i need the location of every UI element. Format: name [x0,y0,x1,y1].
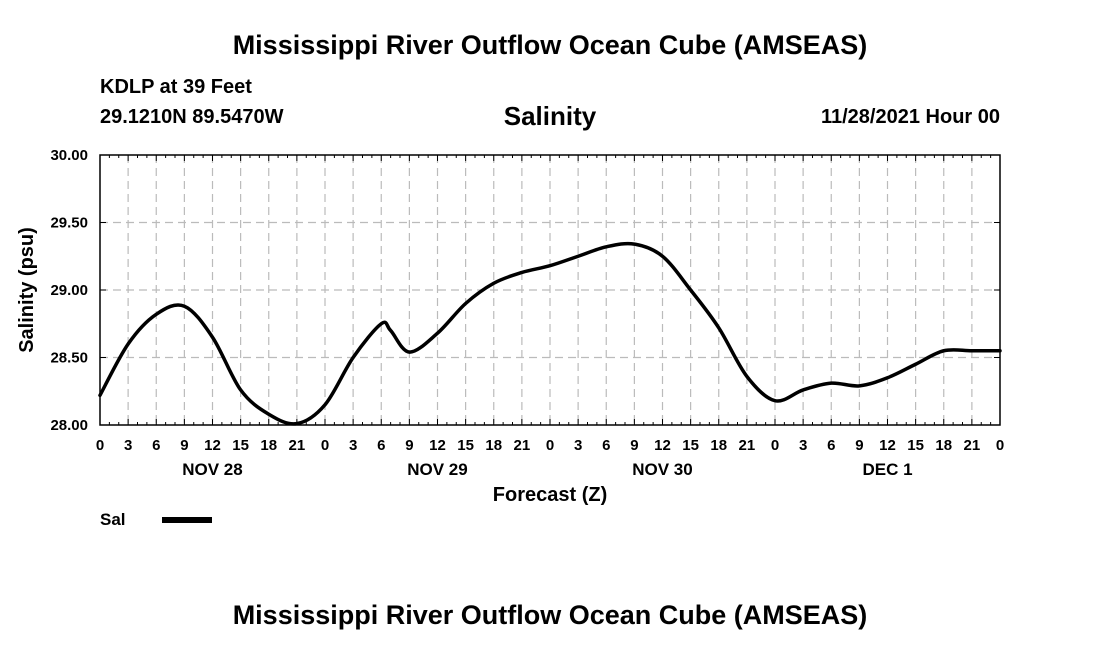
plot-frame [99,154,1001,426]
series-line-sal [98,241,1002,426]
x-tick-label: 6 [377,437,385,454]
x-tick-label: 6 [827,437,835,454]
x-tick-label: 15 [457,437,474,454]
x-tick-label: 18 [935,437,952,454]
salinity-chart: 0 3 6 9 12 15 18 21 0 3 6 9 12 15 18 21 0 3 6 9 12 15 18 21 0 3 6 9… [16,147,1004,506]
day-label: NOV 28 [182,460,242,479]
x-axis-label: Forecast (Z) [493,484,607,506]
x-tick-label: 21 [739,437,756,454]
x-tick-label: 12 [429,437,446,454]
day-label: NOV 29 [407,460,467,479]
x-tick-label: 18 [710,437,727,454]
x-tick-label: 3 [574,437,582,454]
main-title: Mississippi River Outflow Ocean Cube (AM… [232,30,868,60]
y-axis-label: Salinity (psu) [16,227,38,353]
x-tick-label: 0 [771,437,779,454]
x-tick-label: 12 [879,437,896,454]
x-tick-label: 18 [260,437,277,454]
footer-title: Mississippi River Outflow Ocean Cube (AM… [232,600,868,630]
x-tick-label: 6 [602,437,610,454]
x-tick-label: 21 [514,437,531,454]
legend-label: Sal [100,510,126,529]
x-tick-label: 12 [204,437,221,454]
x-tick-label: 15 [232,437,249,454]
x-tick-label: 9 [180,437,188,454]
legend-line-swatch [162,517,212,523]
x-tick-label: 18 [485,437,502,454]
day-label: DEC 1 [862,460,912,479]
x-tick-label: 21 [289,437,306,454]
y-tick-label: 29.50 [50,215,88,232]
x-tick-label: 9 [855,437,863,454]
x-tick-label: 21 [964,437,981,454]
day-label: NOV 30 [632,460,692,479]
x-tick-label: 0 [546,437,554,454]
y-tick-label: 28.00 [50,417,88,434]
x-tick-label: 0 [996,437,1004,454]
x-tick-label: 12 [654,437,671,454]
x-tick-label: 0 [96,437,104,454]
chart-title: Salinity [503,101,597,131]
y-tick-label: 29.00 [50,282,88,299]
x-tick-label: 9 [405,437,413,454]
x-tick-label: 0 [321,437,329,454]
x-tick-label: 15 [907,437,924,454]
y-tick-label: 30.00 [50,147,88,164]
x-tick-label: 6 [152,437,160,454]
run-time-label: 11/28/2021 Hour 00 [820,106,1000,128]
x-tick-label: 15 [682,437,699,454]
y-tick-label: 28.50 [50,350,88,367]
coordinates-label: 29.1210N 89.5470W [100,106,284,128]
x-tick-label: 9 [630,437,638,454]
x-tick-label: 3 [349,437,357,454]
x-tick-label: 3 [124,437,132,454]
station-label: KDLP at 39 Feet [100,76,252,98]
x-tick-label: 3 [799,437,807,454]
